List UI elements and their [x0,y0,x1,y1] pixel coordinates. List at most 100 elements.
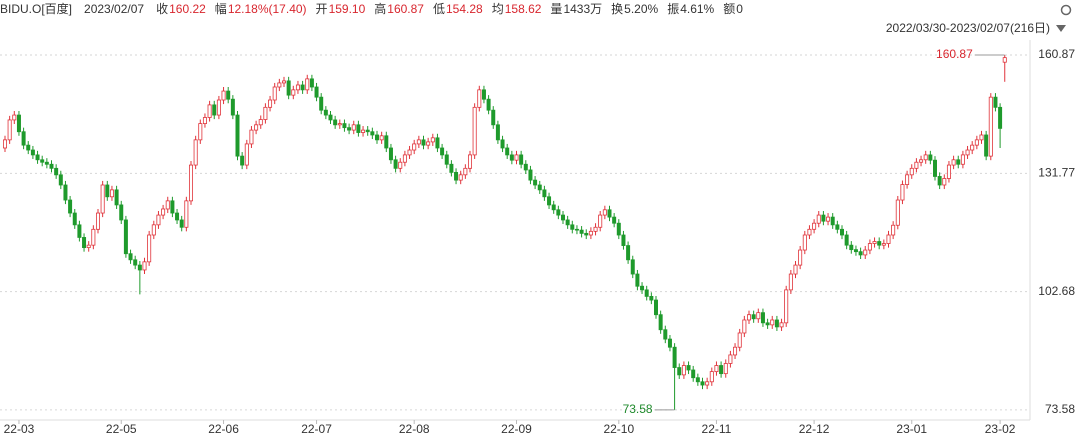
field-value: 154.28 [446,2,483,16]
candle-body [388,147,393,161]
candle-body [588,230,593,236]
candle-body [258,119,263,126]
candle-body [151,224,156,236]
candle-body [379,135,384,141]
candle-body [533,179,538,186]
candle-body [91,228,96,246]
candle-body [109,189,114,198]
candle-body [747,314,752,321]
candle-body [477,89,482,108]
candle-body [123,219,128,255]
candle-body [1002,57,1007,63]
candle-body [314,86,319,98]
dropdown-icon[interactable] [1056,25,1066,32]
candle-body [663,329,668,340]
candle-body [240,155,245,166]
candle-body [193,139,198,166]
candle-body [96,212,101,230]
candle-body [30,149,35,156]
candle-body [598,214,603,228]
candle-body [802,234,807,251]
candle-body [114,189,119,206]
candle-body [486,98,491,111]
candle-body [374,134,379,141]
field-label: 量 [550,2,562,16]
candle-body [616,222,621,236]
candle-body [640,285,645,291]
candle-body [928,154,933,161]
candle-body [719,365,724,375]
candle-body [244,143,249,166]
candle-body [821,214,826,222]
candle-body [779,322,784,328]
candle-body [649,295,654,301]
candle-body [226,90,231,100]
candle-body [900,184,905,201]
candle-body [319,96,324,111]
candle-body [551,204,556,211]
candle-body [272,86,277,101]
candle-body [909,167,914,176]
candle-body [923,154,928,161]
candle-body [63,184,68,201]
candle-body [384,135,389,149]
candle-body [914,161,919,169]
candle-body [612,216,617,224]
candle-body [333,119,338,126]
candle-body [933,159,938,177]
candle-body [165,200,170,210]
candle-body [826,216,831,222]
candle-body [858,251,863,256]
field-value: 1433万 [563,2,602,16]
candle-body [156,214,161,226]
candle-body [784,289,789,324]
candle-body [519,154,524,165]
candle-body [342,123,347,129]
x-tick-label: 22-12 [799,422,830,436]
candle-body [895,199,900,226]
candle-body [756,312,761,320]
candle-body [426,141,431,146]
candle-body [700,381,705,386]
date: 2023/02/07 [84,2,144,16]
candle-body [402,154,407,163]
candle-body [542,189,547,198]
candle-body [26,144,31,151]
candle-body [295,84,300,91]
candle-body [621,234,626,246]
candle-body [523,163,528,171]
candle-body [998,106,1003,129]
candle-body [849,244,854,251]
candle-body [188,164,193,202]
candle-body [956,159,961,165]
candle-body [574,228,579,231]
candle-body [337,123,342,126]
field-value: 4.61% [680,2,714,16]
candle-body [835,224,840,230]
candle-body [844,234,849,246]
candle-body [161,208,166,216]
candle-body [691,369,696,379]
candle-body [147,234,152,263]
candle-body [793,264,798,275]
candle-body [35,154,40,161]
candle-body [584,232,589,236]
settings-icon[interactable] [1060,4,1072,16]
candle-body [816,214,821,224]
candle-body [607,209,612,218]
candle-body [72,212,77,226]
candle-body [667,338,672,348]
candle-body [286,80,291,96]
symbol: BIDU.O[百度] [0,1,72,16]
candle-body [361,129,366,133]
candle-body [491,109,496,126]
candle-body [654,299,659,316]
candle-body [840,228,845,236]
candle-body [370,131,375,136]
candle-body [16,114,21,133]
candle-body [435,137,440,149]
candle-body [398,161,403,169]
candle-body [505,147,510,156]
candle-body [300,84,305,91]
